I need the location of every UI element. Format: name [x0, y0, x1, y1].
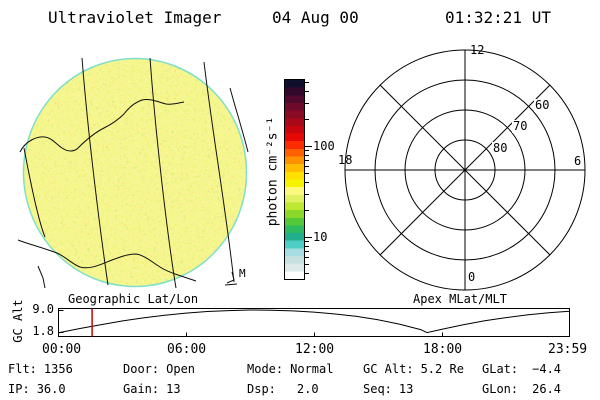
- status-seq: Seq: 13: [363, 382, 413, 396]
- meridian-line: [229, 87, 249, 153]
- meridian-line: [149, 57, 177, 289]
- xtick-0600: 06:00: [167, 342, 207, 357]
- status-seq-label: Seq:: [363, 382, 392, 396]
- status-glon: GLon: 26.4: [482, 382, 561, 396]
- polar-grid: [344, 49, 586, 291]
- status-ip-value: 36.0: [36, 382, 66, 396]
- earth-disk-texture: [23, 58, 247, 287]
- time-ut-label: 01:32:21 UT: [445, 8, 551, 27]
- instrument-title: Ultraviolet Imager: [48, 8, 222, 27]
- axis-ticks: [58, 310, 570, 337]
- gc-alt-axis-label: GC Alt: [11, 299, 25, 343]
- status-flt: Flt: 1356: [8, 362, 73, 376]
- status-gcalt-label: GC Alt:: [363, 362, 414, 376]
- status-glon-value: 26.4: [532, 382, 562, 396]
- status-mode-value: Normal: [290, 362, 334, 376]
- ytick-1-8: 1.8: [32, 324, 54, 338]
- status-dsp: Dsp: 2.0: [247, 382, 319, 396]
- meridian-line: [203, 61, 235, 283]
- status-gcalt: GC Alt: 5.2 Re: [363, 362, 464, 376]
- status-gain-label: Gain:: [123, 382, 160, 396]
- status-mode: Mode: Normal: [247, 362, 333, 376]
- status-door-value: Open: [166, 362, 196, 376]
- status-mode-label: Mode:: [247, 362, 284, 376]
- status-glon-label: GLon:: [482, 382, 519, 396]
- uv-earth-image: M: [17, 57, 249, 289]
- left-panel-caption: Geographic Lat/Lon: [68, 292, 199, 306]
- mlat-label-80: 80: [492, 141, 509, 155]
- mlt-label-6: 6: [574, 154, 582, 168]
- geographic-grid-overlay: M: [17, 57, 249, 289]
- gc-alt-plot: [57, 308, 570, 337]
- colorbar-ticks: [305, 82, 312, 274]
- status-door-label: Door:: [123, 362, 160, 376]
- altitude-curve: [57, 309, 570, 334]
- mlat-label-60: 60: [534, 98, 551, 112]
- date-label: 04 Aug 00: [272, 8, 359, 27]
- right-panel-caption: Apex MLat/MLT: [413, 292, 507, 306]
- status-gain: Gain: 13: [123, 382, 181, 396]
- meridian-line: [23, 147, 46, 238]
- mlt-label-12: 12: [470, 43, 485, 57]
- mlt-label-0: 0: [468, 270, 476, 284]
- status-flt-value: 1356: [43, 362, 73, 376]
- colorbar-tick-10: 10: [313, 230, 328, 244]
- status-ip: IP: 36.0: [8, 382, 66, 396]
- xtick-2359: 23:59: [548, 342, 588, 357]
- ytick-9: 9.0: [32, 302, 54, 316]
- colorbar-unit-label: photon cm⁻²s⁻¹: [265, 116, 281, 227]
- status-dsp-label: Dsp:: [247, 382, 276, 396]
- xtick-1800: 18:00: [423, 342, 463, 357]
- status-door: Door: Open: [123, 362, 195, 376]
- coastline: [19, 99, 185, 153]
- status-glat-value: −4.4: [532, 362, 562, 376]
- status-ip-label: IP:: [8, 382, 30, 396]
- xtick-1200: 12:00: [295, 342, 335, 357]
- plot-frame: [58, 308, 570, 337]
- status-glat-label: GLat:: [482, 362, 519, 376]
- pole-marker-label: M: [239, 267, 246, 280]
- xtick-0000: 00:00: [42, 342, 82, 357]
- status-dsp-value: 2.0: [296, 382, 319, 396]
- earth-limb-ring: [22, 57, 248, 288]
- status-seq-value: 13: [398, 382, 414, 396]
- status-glat: GLat: −4.4: [482, 362, 561, 376]
- status-flt-label: Flt:: [8, 362, 37, 376]
- mlt-label-18: 18: [338, 153, 353, 167]
- colorbar: [284, 79, 305, 280]
- mlt-spoke-diagonal: [379, 84, 551, 256]
- colorbar-tick-100: 100: [313, 139, 335, 153]
- status-gain-value: 13: [166, 382, 181, 396]
- status-gcalt-value: 5.2 Re: [420, 362, 464, 376]
- coastline: [37, 265, 46, 289]
- coastline: [17, 239, 197, 282]
- mlat-label-70: 70: [512, 119, 529, 133]
- pole-arrow: [224, 271, 238, 286]
